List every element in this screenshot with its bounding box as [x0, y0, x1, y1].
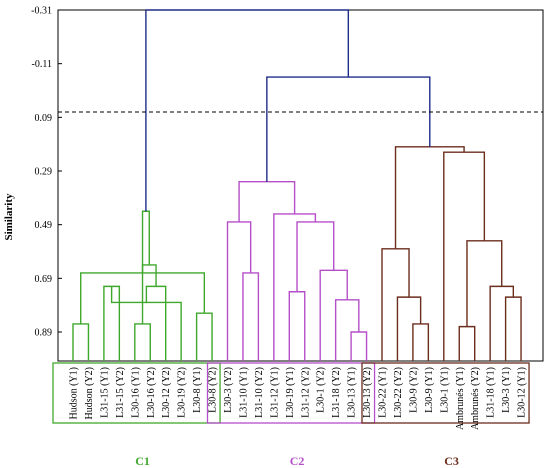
leaf-label: L30-19 (Y1) — [285, 367, 296, 418]
leaf-label: L31-18 (Y1) — [486, 367, 497, 418]
dendrogram-link — [72, 323, 90, 361]
dendrogram-link — [242, 272, 260, 361]
dendrogram-link — [141, 264, 157, 324]
leaf-label: L30-8 (Y2) — [208, 367, 219, 413]
leaf-label: L30-3 (Y2) — [223, 367, 234, 413]
leaf-label: L30-22 (Y1) — [378, 367, 389, 418]
cluster-box-c2 — [206, 362, 376, 424]
leaf-label: Ambrunés (Y2) — [470, 367, 481, 430]
leaf-label: L30-3 (Y1) — [501, 367, 512, 413]
cluster-label-c2: C2 — [290, 454, 305, 468]
dendrogram-link — [350, 331, 368, 361]
leaf-label: L30-9 (Y1) — [424, 367, 435, 413]
leaf-label: L31-10 (Y1) — [238, 367, 249, 418]
cluster-label-c3: C3 — [444, 454, 459, 468]
leaf-label: Ambrunés (Y1) — [455, 367, 466, 430]
leaf-label: L31-10 (Y2) — [254, 367, 265, 418]
dendrogram-link — [381, 248, 410, 361]
dendrogram-link — [296, 221, 335, 292]
dendrogram-link — [334, 299, 360, 361]
y-tick-label: 0.89 — [35, 328, 53, 339]
leaf-label: L31-12 (Y2) — [300, 367, 311, 418]
y-tick-label: 0.49 — [35, 220, 53, 231]
leaf-label: L30-16 (Y1) — [130, 367, 141, 418]
dendrogram-link — [504, 296, 522, 361]
cluster-box-c1 — [52, 362, 221, 424]
leaf-label: L31-15 (Y2) — [115, 367, 126, 418]
leaf-label: L30-13 (Y1) — [347, 367, 358, 418]
cluster-label-c1: C1 — [135, 454, 150, 468]
dendrogram-link — [394, 146, 465, 249]
dendrogram-link — [103, 285, 121, 361]
dendrogram-link — [195, 312, 213, 361]
leaf-label: L30-12 (Y1) — [517, 367, 528, 418]
leaf-label: L31-15 (Y1) — [99, 367, 110, 418]
dendrogram-link — [288, 291, 306, 361]
leaf-label: L31-12 (Y1) — [269, 367, 280, 418]
dendrogram-link — [319, 269, 348, 361]
dendrogram-link — [466, 240, 503, 327]
leaf-label: L30-22 (Y2) — [393, 367, 404, 418]
dendrogram-link — [226, 221, 252, 361]
leaf-label: L31-18 (Y2) — [331, 367, 342, 418]
dendrogram-link — [266, 76, 431, 182]
y-axis-title: Similarity — [3, 193, 15, 241]
leaf-label: L30-13 (Y2) — [362, 367, 373, 418]
dendrogram-link — [145, 9, 350, 212]
dendrogram-link — [443, 151, 486, 361]
dendrogram-link — [238, 181, 296, 222]
leaf-label: L30-1 (Y2) — [316, 367, 327, 413]
dendrogram-link — [396, 296, 422, 361]
plot-frame — [57, 9, 544, 362]
leaf-label: L30-16 (Y2) — [146, 367, 157, 418]
dendrogram-link — [141, 210, 150, 273]
leaf-label: Hudson (Y1) — [69, 367, 80, 420]
leaf-label: L30-1 (Y1) — [439, 367, 450, 413]
leaf-label: L30-12 (Y2) — [161, 367, 172, 418]
y-tick-label: -0.11 — [32, 59, 52, 70]
y-tick-label: 0.29 — [35, 167, 53, 178]
cluster-box-c3 — [361, 362, 530, 424]
y-tick-label: 0.69 — [35, 274, 53, 285]
y-tick-label: 0.09 — [35, 113, 53, 124]
dendrogram-link — [134, 323, 151, 361]
leaf-label: Hudson (Y2) — [84, 367, 95, 420]
dendrogram-link — [458, 325, 476, 361]
leaf-label: L30-9 (Y2) — [408, 367, 419, 413]
y-tick-label: -0.31 — [31, 6, 52, 17]
leaf-label: L30-8 (Y1) — [192, 367, 203, 413]
leaf-label: L30-19 (Y2) — [177, 367, 188, 418]
dendrogram-link — [273, 213, 317, 361]
dendrogram-link — [412, 323, 430, 361]
